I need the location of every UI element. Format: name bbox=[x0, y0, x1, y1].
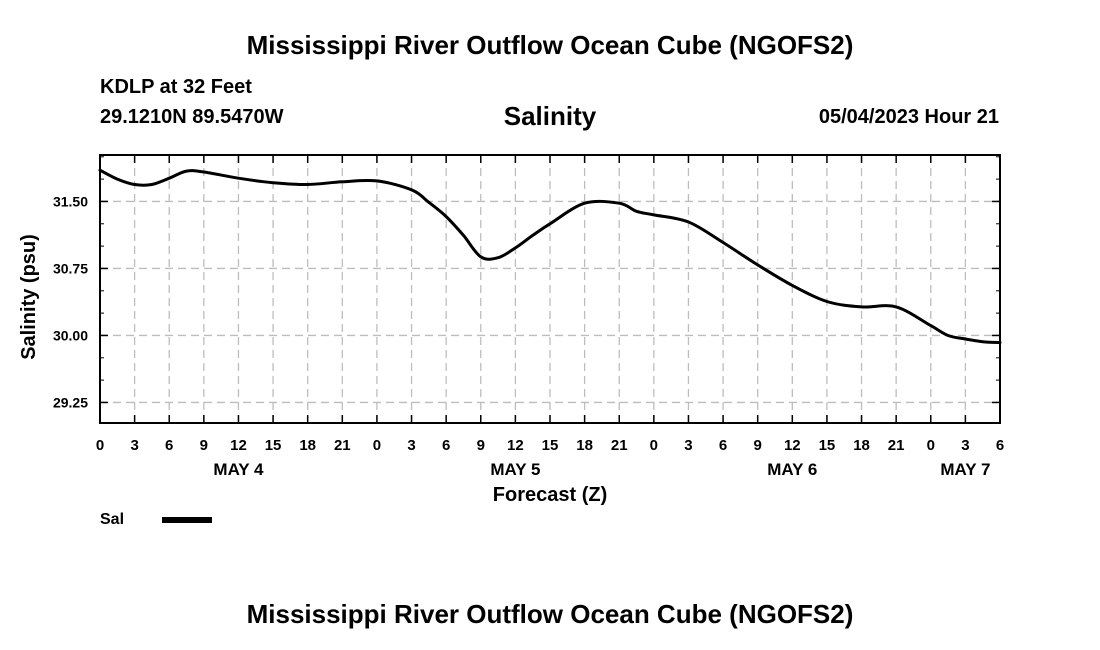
y-tick-label: 30.00 bbox=[53, 327, 88, 343]
x-tick-label: 21 bbox=[611, 437, 628, 454]
x-tick-label: 18 bbox=[299, 437, 316, 454]
x-tick-label: 3 bbox=[961, 437, 969, 454]
y-tick-label: 30.75 bbox=[53, 260, 88, 276]
series-line-sal bbox=[98, 168, 1002, 345]
x-tick-label: 6 bbox=[996, 437, 1004, 454]
x-tick-label: 18 bbox=[853, 437, 870, 454]
day-label: MAY 6 bbox=[767, 460, 817, 479]
x-tick-label: 12 bbox=[784, 437, 801, 454]
x-tick-label: 0 bbox=[927, 437, 935, 454]
x-tick-label: 9 bbox=[754, 437, 762, 454]
x-tick-label: 0 bbox=[373, 437, 381, 454]
axis-labels: 0 3 6 9 12 15 18 21 0 3 6 9 12 15 18 21 0 3 6 9 12 15 18 21 0 3 6 2… bbox=[18, 193, 1004, 506]
forecast-datetime: 05/04/2023 Hour 21 bbox=[818, 106, 999, 128]
footer-title: Mississippi River Outflow Ocean Cube (NG… bbox=[246, 599, 854, 629]
x-tick-label: 9 bbox=[477, 437, 485, 454]
x-axis-title: Forecast (Z) bbox=[493, 484, 607, 506]
day-label: MAY 4 bbox=[213, 460, 264, 479]
x-tick-label: 3 bbox=[684, 437, 692, 454]
legend-swatch bbox=[162, 517, 212, 523]
plot-frame bbox=[99, 154, 1001, 424]
y-axis-title: Salinity (psu) bbox=[18, 234, 40, 360]
x-tick-label: 21 bbox=[888, 437, 905, 454]
station-coordinates: 29.1210N 89.5470W bbox=[100, 106, 284, 128]
chart-main-title: Mississippi River Outflow Ocean Cube (NG… bbox=[246, 30, 854, 60]
x-tick-label: 3 bbox=[130, 437, 138, 454]
series-layer bbox=[98, 168, 1002, 345]
x-tick-label: 0 bbox=[96, 437, 104, 454]
x-tick-label: 9 bbox=[200, 437, 208, 454]
x-tick-label: 15 bbox=[542, 437, 559, 454]
x-tick-label: 15 bbox=[265, 437, 282, 454]
day-label: MAY 5 bbox=[490, 460, 540, 479]
axes bbox=[99, 154, 1001, 424]
x-tick-label: 12 bbox=[230, 437, 247, 454]
day-label: MAY 7 bbox=[940, 460, 990, 479]
x-tick-label: 6 bbox=[442, 437, 450, 454]
x-tick-label: 21 bbox=[334, 437, 351, 454]
x-tick-label: 6 bbox=[719, 437, 727, 454]
x-tick-label: 15 bbox=[819, 437, 836, 454]
station-label: KDLP at 32 Feet bbox=[100, 76, 252, 98]
y-tick-label: 29.25 bbox=[53, 394, 88, 410]
y-tick-label: 31.50 bbox=[53, 193, 88, 209]
grid-lines bbox=[100, 155, 1000, 423]
chart-subtitle: Salinity bbox=[503, 101, 597, 131]
x-tick-label: 18 bbox=[576, 437, 593, 454]
legend-label: Sal bbox=[100, 511, 125, 528]
x-tick-label: 0 bbox=[650, 437, 658, 454]
x-tick-label: 3 bbox=[407, 437, 415, 454]
x-tick-label: 12 bbox=[507, 437, 524, 454]
x-tick-label: 6 bbox=[165, 437, 173, 454]
